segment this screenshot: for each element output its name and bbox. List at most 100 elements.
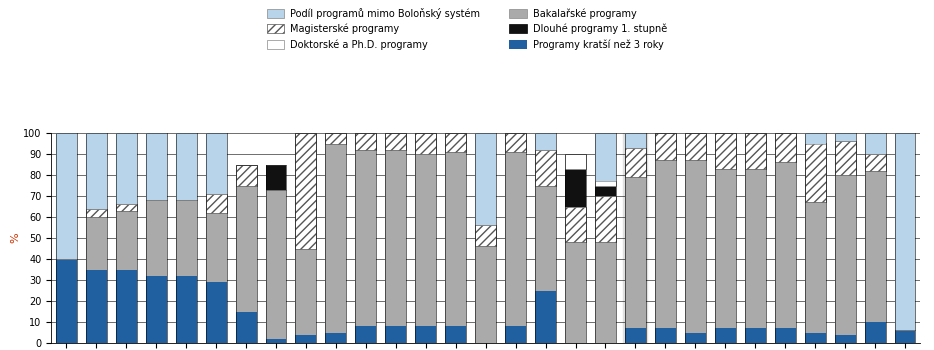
- Bar: [116, 211, 136, 270]
- Bar: [744, 328, 766, 343]
- Bar: [625, 133, 646, 343]
- Bar: [595, 196, 616, 242]
- Bar: [475, 133, 496, 225]
- Bar: [625, 177, 646, 328]
- Bar: [595, 181, 616, 186]
- Bar: [176, 200, 197, 276]
- Bar: [446, 133, 466, 343]
- Bar: [325, 332, 347, 343]
- Bar: [386, 150, 406, 326]
- Bar: [744, 133, 766, 343]
- Bar: [116, 270, 136, 343]
- Bar: [535, 133, 556, 343]
- Bar: [535, 150, 556, 186]
- Bar: [446, 326, 466, 343]
- Bar: [475, 225, 496, 246]
- Legend: Podíl programů mimo Boloňský systém, Magisterské programy, Doktorské a Ph.D. pro: Podíl programů mimo Boloňský systém, Mag…: [264, 5, 670, 52]
- Bar: [715, 328, 736, 343]
- Bar: [475, 133, 496, 343]
- Bar: [205, 213, 227, 282]
- Bar: [744, 169, 766, 328]
- Bar: [205, 194, 227, 213]
- Bar: [895, 133, 915, 343]
- Bar: [505, 326, 526, 343]
- Bar: [805, 332, 826, 343]
- Bar: [565, 169, 586, 206]
- Bar: [535, 133, 556, 150]
- Bar: [416, 154, 436, 326]
- Bar: [116, 133, 136, 343]
- Bar: [655, 160, 676, 328]
- Bar: [356, 150, 376, 326]
- Bar: [416, 133, 436, 343]
- Bar: [625, 328, 646, 343]
- Bar: [386, 133, 406, 343]
- Bar: [625, 148, 646, 177]
- Bar: [774, 133, 796, 343]
- Bar: [805, 144, 826, 202]
- Bar: [176, 133, 197, 200]
- Bar: [446, 152, 466, 326]
- Bar: [625, 133, 646, 148]
- Bar: [835, 175, 856, 335]
- Bar: [715, 133, 736, 169]
- Bar: [685, 160, 706, 332]
- Bar: [265, 190, 287, 339]
- Bar: [685, 133, 706, 160]
- Bar: [176, 133, 197, 343]
- Bar: [386, 133, 406, 150]
- Bar: [565, 154, 586, 169]
- Bar: [655, 133, 676, 160]
- Bar: [416, 133, 436, 154]
- Bar: [774, 328, 796, 343]
- Bar: [505, 152, 526, 326]
- Bar: [325, 133, 347, 144]
- Bar: [356, 133, 376, 343]
- Bar: [235, 164, 257, 186]
- Bar: [774, 133, 796, 162]
- Bar: [715, 133, 736, 343]
- Bar: [595, 242, 616, 343]
- Bar: [265, 339, 287, 343]
- Bar: [595, 133, 616, 343]
- Bar: [835, 141, 856, 175]
- Bar: [865, 133, 885, 154]
- Bar: [835, 133, 856, 141]
- Bar: [146, 133, 166, 200]
- Bar: [325, 144, 347, 332]
- Bar: [805, 133, 826, 343]
- Bar: [56, 259, 77, 343]
- Bar: [865, 171, 885, 322]
- Bar: [86, 133, 106, 209]
- Bar: [146, 200, 166, 276]
- Bar: [835, 133, 856, 343]
- Bar: [865, 322, 885, 343]
- Bar: [744, 133, 766, 169]
- Bar: [295, 133, 317, 343]
- Bar: [56, 133, 77, 259]
- Bar: [176, 276, 197, 343]
- Bar: [595, 133, 616, 181]
- Bar: [895, 133, 915, 330]
- Bar: [774, 162, 796, 328]
- Bar: [356, 326, 376, 343]
- Bar: [116, 133, 136, 204]
- Bar: [565, 206, 586, 242]
- Bar: [565, 154, 586, 343]
- Bar: [295, 248, 317, 335]
- Bar: [865, 154, 885, 171]
- Bar: [235, 164, 257, 343]
- Bar: [146, 133, 166, 343]
- Bar: [416, 326, 436, 343]
- Bar: [835, 335, 856, 343]
- Bar: [86, 133, 106, 343]
- Bar: [205, 282, 227, 343]
- Bar: [116, 204, 136, 211]
- Bar: [446, 133, 466, 152]
- Bar: [205, 133, 227, 194]
- Bar: [295, 133, 317, 248]
- Bar: [86, 270, 106, 343]
- Bar: [505, 133, 526, 343]
- Y-axis label: %: %: [10, 233, 21, 243]
- Bar: [325, 133, 347, 343]
